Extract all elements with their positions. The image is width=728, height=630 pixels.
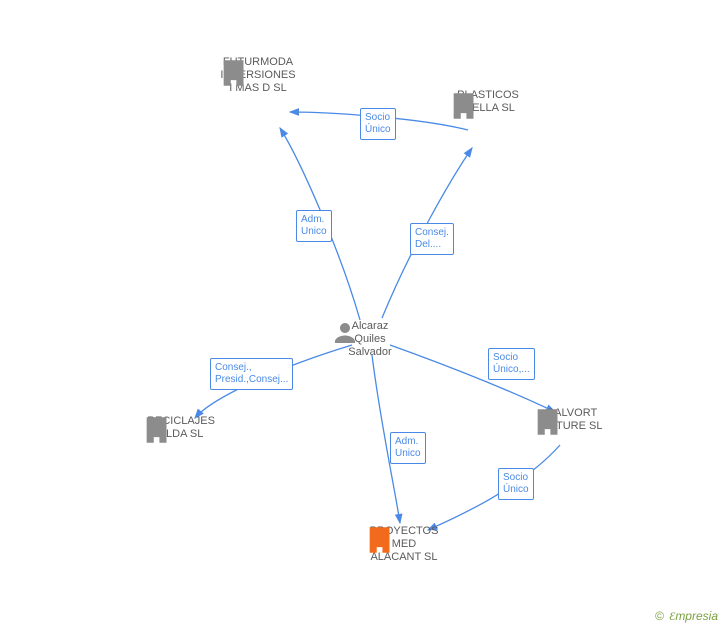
person-icon: [330, 318, 360, 348]
building-icon: [532, 405, 566, 439]
node-plasticos: PLASTICOS IDELLA SL: [448, 89, 528, 117]
node-salvort: SALVORT NATURE SL: [532, 405, 612, 433]
network-diagram: Adm. Unico Consej. Del.... Consej., Presid…: [0, 0, 728, 630]
edge-label-center-proyectos: Adm. Unico: [390, 432, 426, 464]
edge-label-center-salvort: Socio Único,...: [488, 348, 535, 380]
node-futurmoda: FUTURMODA INVERSIONES I MAS D SL: [218, 56, 298, 98]
node-proyectos: PROYECTOS MED ALACANT SL: [364, 523, 444, 565]
building-icon: [141, 413, 175, 447]
credit-text: mpresia: [675, 609, 718, 623]
edge-label-plasticos-futurmoda: Socio Único: [360, 108, 396, 140]
building-icon: [364, 523, 398, 557]
credit-watermark: © Ɛmpresia: [655, 609, 718, 624]
edge-label-center-reciclajes: Consej., Presid.,Consej...: [210, 358, 293, 390]
node-reciclajes: RECICLAJES ELDA SL: [141, 413, 221, 441]
edge-salvort-proyectos: [428, 445, 560, 530]
edge-label-salvort-proyectos: Socio Único: [498, 468, 534, 500]
building-icon: [448, 89, 482, 123]
edge-label-center-futurmoda: Adm. Unico: [296, 210, 332, 242]
building-icon: [218, 56, 252, 90]
edge-label-center-plasticos: Consej. Del....: [410, 223, 454, 255]
node-center: Alcaraz Quiles Salvador: [330, 318, 410, 360]
